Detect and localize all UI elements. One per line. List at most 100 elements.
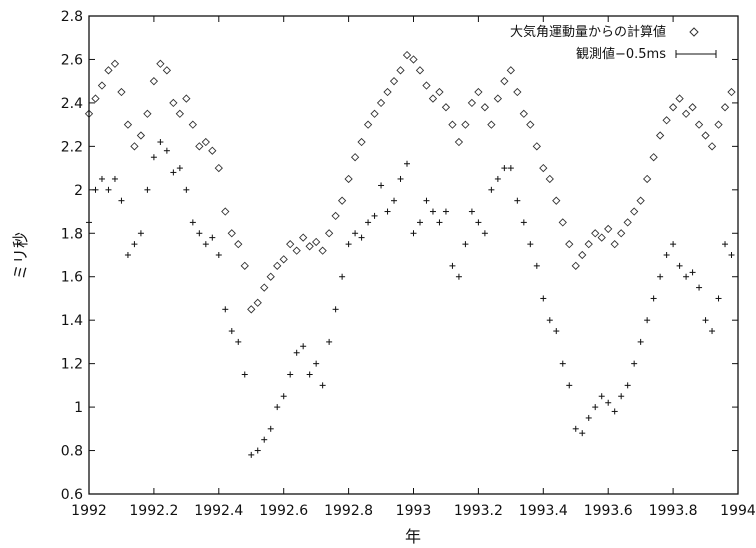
y-tick-label: 1.4 — [61, 313, 83, 329]
observed-point — [124, 252, 131, 258]
observed-point — [358, 234, 365, 241]
observed-point — [572, 425, 579, 432]
diamond-point — [487, 120, 496, 129]
diamond-point — [240, 261, 249, 271]
diamond-point — [201, 137, 210, 147]
diamond-point — [363, 120, 373, 129]
diamond-point — [461, 120, 470, 129]
observed-point — [540, 295, 547, 302]
diamond-point — [422, 81, 431, 90]
diamond-point — [558, 218, 567, 227]
y-tick-label: 2.6 — [61, 52, 83, 68]
diamond-point — [643, 174, 652, 184]
observed-point — [391, 197, 398, 204]
diamond-point — [526, 120, 535, 129]
observed-point — [306, 371, 313, 378]
observed-point — [235, 338, 242, 345]
observed-point — [144, 186, 151, 193]
diamond-point — [610, 239, 619, 249]
observed-point — [611, 408, 618, 415]
legend: 大気角運動量からの計算値 観測値−0.5ms — [510, 24, 717, 62]
diamond-point — [227, 229, 236, 238]
observed-point — [592, 404, 599, 411]
diamond-point — [247, 305, 256, 314]
observed-point — [300, 343, 307, 350]
diamond-point — [260, 283, 269, 292]
observed-point — [728, 252, 735, 258]
legend-errorbar-icon — [675, 50, 717, 58]
diamond-point — [552, 196, 561, 205]
diamond-point — [584, 239, 593, 249]
diamond-point — [720, 103, 730, 112]
observed-point — [384, 208, 391, 215]
diamond-point — [123, 120, 133, 129]
x-tick-label: 1992 — [71, 503, 107, 519]
observed-point — [533, 262, 540, 269]
diamond-point — [565, 239, 574, 249]
observed-point — [313, 360, 320, 367]
diamond-point — [221, 207, 230, 216]
diamond-point — [292, 246, 301, 255]
observed-point — [222, 306, 229, 313]
diamond-point — [519, 109, 528, 118]
diamond-point — [273, 261, 282, 271]
observed-point — [202, 241, 209, 248]
y-tick-label: 2.8 — [61, 9, 83, 25]
diamond-point — [383, 87, 392, 97]
diamond-point — [188, 120, 197, 129]
observed-point — [481, 230, 488, 237]
y-tick-label: 2 — [74, 183, 83, 199]
x-tick-label: 1992.6 — [259, 503, 308, 519]
diamond-point — [110, 59, 120, 68]
observed-point — [397, 175, 404, 182]
observed-point — [442, 208, 449, 215]
diamond-point — [591, 229, 600, 238]
diamond-point — [578, 250, 587, 260]
observed-point — [650, 295, 657, 302]
observed-point — [345, 241, 352, 248]
observed-point — [118, 197, 125, 204]
observed-point — [176, 165, 183, 172]
y-tick-label: 1.6 — [61, 270, 83, 286]
observed-point — [215, 252, 222, 258]
observed-point — [637, 338, 644, 345]
observed-point — [137, 230, 144, 237]
observed-point — [605, 399, 612, 406]
observed-point — [98, 175, 105, 182]
diamond-point — [195, 142, 204, 151]
observed-point — [248, 451, 255, 458]
observed-point — [494, 175, 501, 182]
diamond-point — [286, 239, 295, 249]
observed-point — [261, 436, 268, 443]
y-tick-label: 1.8 — [61, 226, 83, 242]
diamond-point — [707, 142, 717, 151]
observed-point — [319, 382, 326, 389]
y-axis-title: ミリ秒 — [11, 232, 30, 280]
observed-point — [241, 371, 248, 378]
diamond-point — [182, 94, 191, 103]
diamond-point — [175, 109, 184, 118]
observed-point — [670, 241, 677, 248]
diamond-point — [331, 211, 340, 221]
diamond-point — [409, 55, 418, 64]
diamond-point — [441, 103, 451, 112]
observed-point — [683, 273, 690, 280]
observed-point — [436, 219, 443, 226]
observed-point — [501, 165, 508, 172]
diamond-point — [299, 233, 308, 242]
observed-point — [488, 186, 495, 193]
diamond-point — [357, 137, 366, 147]
x-tick-label: 1993.4 — [519, 503, 568, 519]
diamond-point — [681, 109, 691, 118]
diamond-point — [701, 131, 710, 140]
x-tick-label: 1992.2 — [129, 503, 178, 519]
observed-point — [150, 154, 157, 161]
x-tick-label: 1993.6 — [584, 503, 633, 519]
observed-point — [416, 219, 423, 226]
x-axis: 1992 1992.2 1992.4 1992.6 1992.8 1993 1993.2 19… — [71, 16, 756, 519]
observed-point — [722, 241, 729, 248]
diamond-point — [136, 131, 146, 140]
observed-point — [293, 349, 300, 356]
diamond-point — [513, 87, 522, 97]
